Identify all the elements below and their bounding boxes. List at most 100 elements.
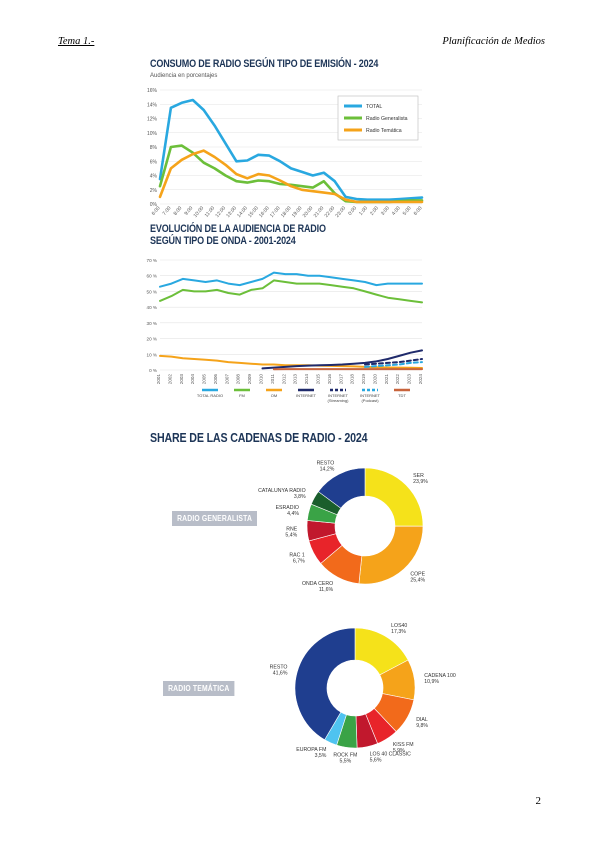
series-line-om	[159, 354, 423, 369]
legend-label: INTERNET (Podcast)	[360, 393, 381, 403]
slice-label-cope: COPE	[410, 572, 425, 578]
slice-resto	[294, 627, 356, 741]
slice-label-onda-cero: ONDA CERO	[302, 581, 333, 587]
chart1-subtitle: Audiencia en porcentajes	[150, 73, 218, 79]
y-tick-label: 0%	[150, 202, 158, 208]
x-tick-label: 2020	[372, 374, 377, 385]
y-tick-label: 30 %	[147, 321, 157, 326]
slice-value-resto: 41,6%	[273, 671, 288, 677]
x-tick-label: 10:00	[193, 205, 206, 218]
x-tick-label: 2010	[259, 374, 264, 385]
slice-label-resto: RESTO	[317, 460, 335, 466]
legend-label: TOTAL	[366, 104, 382, 110]
y-tick-label: 2%	[150, 188, 158, 194]
x-tick-label: 2015	[315, 374, 320, 385]
x-tick-label: 2019	[361, 374, 366, 385]
slice-value-los40: 17,3%	[391, 629, 406, 635]
y-tick-label: 10 %	[147, 352, 157, 357]
y-tick-label: 40 %	[147, 305, 157, 310]
x-tick-label: 1:00	[358, 205, 369, 216]
slice-value-kiss-fm: 5,9%	[393, 748, 405, 754]
slice-cope	[358, 525, 424, 585]
y-tick-label: 8%	[150, 145, 158, 151]
tag-radio-generalista: RADIO GENERALISTA	[172, 511, 258, 526]
x-tick-label: 6:00	[151, 205, 162, 216]
legend-label: INTERNET	[296, 393, 317, 398]
x-tick-label: 5:00	[402, 205, 413, 216]
y-tick-label: 50 %	[147, 289, 157, 294]
legend-label: TOTAL RADIO	[197, 393, 223, 398]
x-tick-label: 3:00	[380, 205, 391, 216]
x-tick-label: 4:00	[391, 205, 402, 216]
slice-value-rne: 5,4%	[285, 533, 297, 539]
slice-label-ser: SER	[413, 473, 424, 479]
slice-label-cadena-100: CADENA 100	[424, 673, 456, 679]
x-tick-label: 9:00	[183, 205, 194, 216]
y-tick-label: 20 %	[147, 337, 157, 342]
slice-value-los-40-classic: 5,6%	[370, 757, 382, 763]
chart1-title: CONSUMO DE RADIO SEGÚN TIPO DE EMISIÓN -…	[150, 58, 379, 70]
chart3-title: SHARE DE LAS CADENAS DE RADIO - 2024	[150, 430, 368, 445]
chart1: 0%2%4%6%8%10%12%14%16%6:00 7:00 8:00 9:0010…	[147, 88, 424, 218]
x-tick-label: 2016	[327, 374, 332, 385]
slice-value-europa-fm: 3,5%	[315, 753, 327, 759]
slice-label-rac-1: RAC 1	[289, 552, 304, 558]
slice-value-rac-1: 6,7%	[293, 558, 305, 564]
slice-label-catalunya-radio: CATALUNYA RADIO	[258, 488, 306, 494]
x-tick-label: 23:00	[334, 205, 347, 218]
legend-label: OM	[271, 393, 277, 398]
x-tick-label: 2001	[156, 374, 161, 385]
series-line-total-radio	[159, 271, 423, 288]
header-left: Tema 1.-	[58, 36, 95, 47]
chart2-title-line2: SEGÚN TIPO DE ONDA - 2001-2024	[150, 235, 296, 247]
slice-label-resto: RESTO	[270, 665, 288, 671]
x-tick-label: 2021	[384, 374, 389, 385]
legend-label: TDT	[398, 393, 406, 398]
y-tick-label: 10%	[147, 131, 158, 137]
x-tick-label: 0:00	[347, 205, 358, 216]
x-tick-label: 2007	[224, 374, 229, 385]
series-line-internet	[261, 349, 423, 370]
y-tick-label: 0 %	[149, 368, 157, 373]
x-tick-label: 7:00	[162, 205, 173, 216]
x-tick-label: 2024	[418, 374, 423, 385]
x-tick-label: 2017	[338, 374, 343, 385]
x-tick-label: 2002	[167, 374, 172, 385]
chart2: 0 % 10 % 20 % 30 % 40 % 50 % 60 % 70 % 2001 2002 2…	[147, 258, 423, 403]
series-line-internet-streaming-	[364, 358, 423, 366]
slice-value-catalunya-radio: 3,8%	[294, 494, 306, 500]
y-tick-label: 60 %	[147, 274, 157, 279]
series-line-radio-generalista	[158, 144, 424, 204]
page-number: 2	[535, 795, 542, 807]
x-tick-label: 2018	[350, 374, 355, 385]
slice-value-ser: 23,9%	[413, 479, 428, 485]
x-tick-label: 2013	[293, 374, 298, 385]
y-tick-label: 16%	[147, 88, 158, 94]
slice-value-dial: 9,8%	[416, 723, 428, 729]
slice-value-rock-fm: 5,5%	[339, 758, 351, 764]
y-tick-label: 12%	[147, 117, 158, 123]
legend-label: INTERNET (Streaming)	[328, 393, 350, 403]
x-tick-label: 2004	[190, 374, 195, 385]
y-tick-label: 14%	[147, 102, 158, 108]
x-tick-label: 2023	[407, 374, 412, 385]
y-tick-label: 4%	[150, 174, 158, 180]
slice-value-resto: 14,2%	[320, 466, 335, 472]
series-line-radio-tem-tica	[158, 149, 424, 204]
slice-value-esradio: 4,4%	[287, 511, 299, 517]
slice-label-rne: RNE	[286, 527, 297, 533]
x-tick-label: 6:00	[413, 205, 424, 216]
x-tick-label: 2011	[270, 374, 275, 384]
slice-value-onda-cero: 11,6%	[319, 587, 334, 593]
legend-label: Radio Temática	[366, 128, 402, 134]
x-tick-label: 2009	[247, 374, 252, 385]
x-tick-label: 2006	[213, 374, 218, 385]
slice-label-dial: DIAL	[416, 717, 428, 723]
legend-label: FM	[239, 393, 245, 398]
slice-label-los40: LOS40	[391, 623, 407, 629]
x-tick-label: 2005	[202, 374, 207, 385]
series-line-internet-podcast-	[364, 361, 423, 368]
slice-value-cope: 25,4%	[410, 578, 425, 584]
